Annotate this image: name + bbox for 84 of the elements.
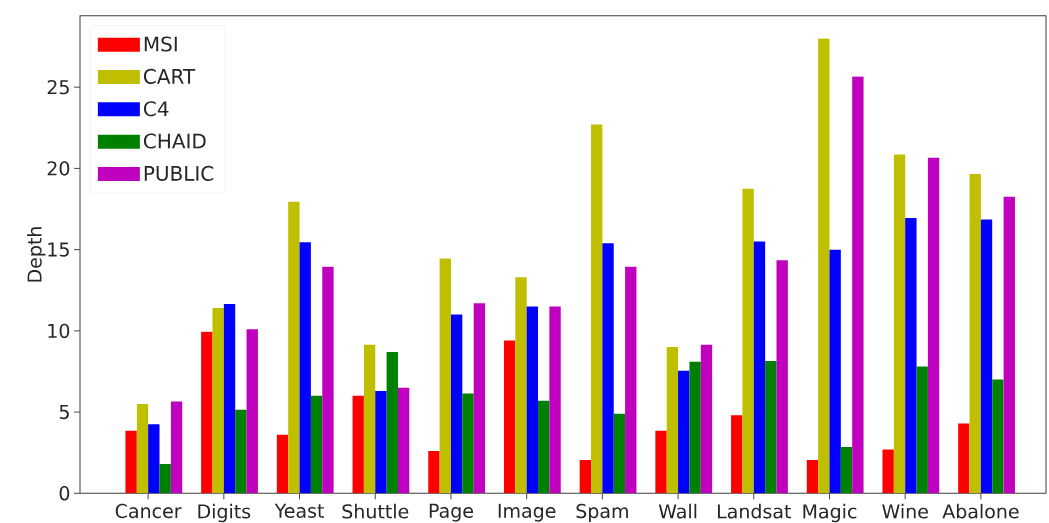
y-tick-label: 5 bbox=[59, 405, 69, 420]
bar bbox=[893, 154, 906, 494]
bar bbox=[625, 266, 637, 494]
bar bbox=[299, 242, 311, 494]
bar bbox=[829, 249, 841, 494]
bar bbox=[591, 124, 603, 494]
y-tick-label: 15 bbox=[48, 242, 69, 257]
legend-label: CART bbox=[143, 68, 196, 84]
bar bbox=[538, 400, 550, 494]
bar bbox=[428, 451, 440, 494]
bar bbox=[882, 449, 894, 494]
y-tick-label: 25 bbox=[47, 79, 69, 95]
bar bbox=[375, 390, 387, 494]
bar bbox=[322, 266, 334, 494]
bar bbox=[700, 344, 713, 494]
x-tick-label: Wall bbox=[658, 503, 697, 519]
bar bbox=[602, 243, 614, 494]
bar bbox=[969, 174, 981, 494]
bar bbox=[666, 347, 679, 494]
x-tick-label: Magic bbox=[803, 503, 857, 523]
x-tick-label: Image bbox=[498, 503, 556, 522]
bar bbox=[927, 157, 940, 494]
bar bbox=[136, 403, 149, 494]
bar bbox=[223, 304, 236, 494]
bar bbox=[212, 308, 224, 494]
bar bbox=[352, 395, 364, 494]
bar bbox=[125, 430, 137, 494]
bar bbox=[473, 303, 486, 494]
bar bbox=[148, 424, 160, 494]
bar bbox=[840, 447, 853, 494]
legend-label: PUBLIC bbox=[144, 165, 214, 181]
y-tick-label: 0 bbox=[59, 486, 70, 501]
legend-label: C4 bbox=[143, 101, 169, 117]
bar bbox=[363, 344, 376, 494]
bar bbox=[397, 387, 410, 494]
bar bbox=[549, 306, 561, 494]
legend-label: MSI bbox=[144, 36, 177, 52]
bar bbox=[958, 423, 970, 494]
legend-label: CHAID bbox=[143, 133, 206, 149]
bar bbox=[905, 217, 917, 494]
bar bbox=[526, 306, 539, 494]
y-tick-label: 10 bbox=[48, 323, 70, 339]
bar bbox=[503, 340, 516, 494]
bar bbox=[246, 329, 258, 494]
bar bbox=[386, 351, 398, 494]
bar bbox=[852, 76, 864, 494]
bar bbox=[170, 401, 183, 494]
bar bbox=[613, 413, 626, 494]
bar bbox=[776, 260, 788, 494]
bar bbox=[579, 460, 592, 494]
bar bbox=[980, 219, 993, 494]
x-tick-label: Page bbox=[429, 503, 473, 522]
y-tick-label: 20 bbox=[47, 161, 70, 176]
bar bbox=[439, 258, 451, 494]
bar bbox=[742, 188, 754, 494]
bar bbox=[462, 393, 474, 494]
x-tick-label: Yeast bbox=[274, 503, 324, 518]
bar bbox=[655, 430, 667, 494]
bar bbox=[276, 434, 289, 494]
x-tick-label: Wine bbox=[882, 503, 928, 519]
bar bbox=[235, 409, 247, 494]
bar bbox=[159, 464, 171, 494]
bar bbox=[916, 366, 928, 494]
bar bbox=[678, 370, 690, 494]
bar bbox=[806, 460, 819, 494]
bar bbox=[689, 361, 701, 494]
x-tick-label: Shuttle bbox=[342, 503, 409, 519]
x-tick-label: Landsat bbox=[717, 503, 791, 519]
x-tick-label: Cancer bbox=[115, 503, 182, 519]
bar bbox=[1003, 196, 1015, 494]
bar bbox=[992, 379, 1004, 494]
bar bbox=[450, 314, 463, 494]
bar bbox=[818, 38, 830, 494]
x-tick-label: Digits bbox=[198, 503, 251, 523]
bar bbox=[765, 360, 777, 494]
bar bbox=[201, 331, 213, 494]
x-tick-label: Spam bbox=[576, 503, 628, 522]
bar bbox=[310, 395, 323, 494]
bar bbox=[515, 277, 527, 494]
x-tick-label: Abalone bbox=[942, 503, 1019, 519]
bar bbox=[288, 201, 300, 494]
bar bbox=[753, 241, 766, 494]
bar bbox=[731, 415, 743, 494]
y-axis-title: Depth bbox=[27, 227, 46, 282]
